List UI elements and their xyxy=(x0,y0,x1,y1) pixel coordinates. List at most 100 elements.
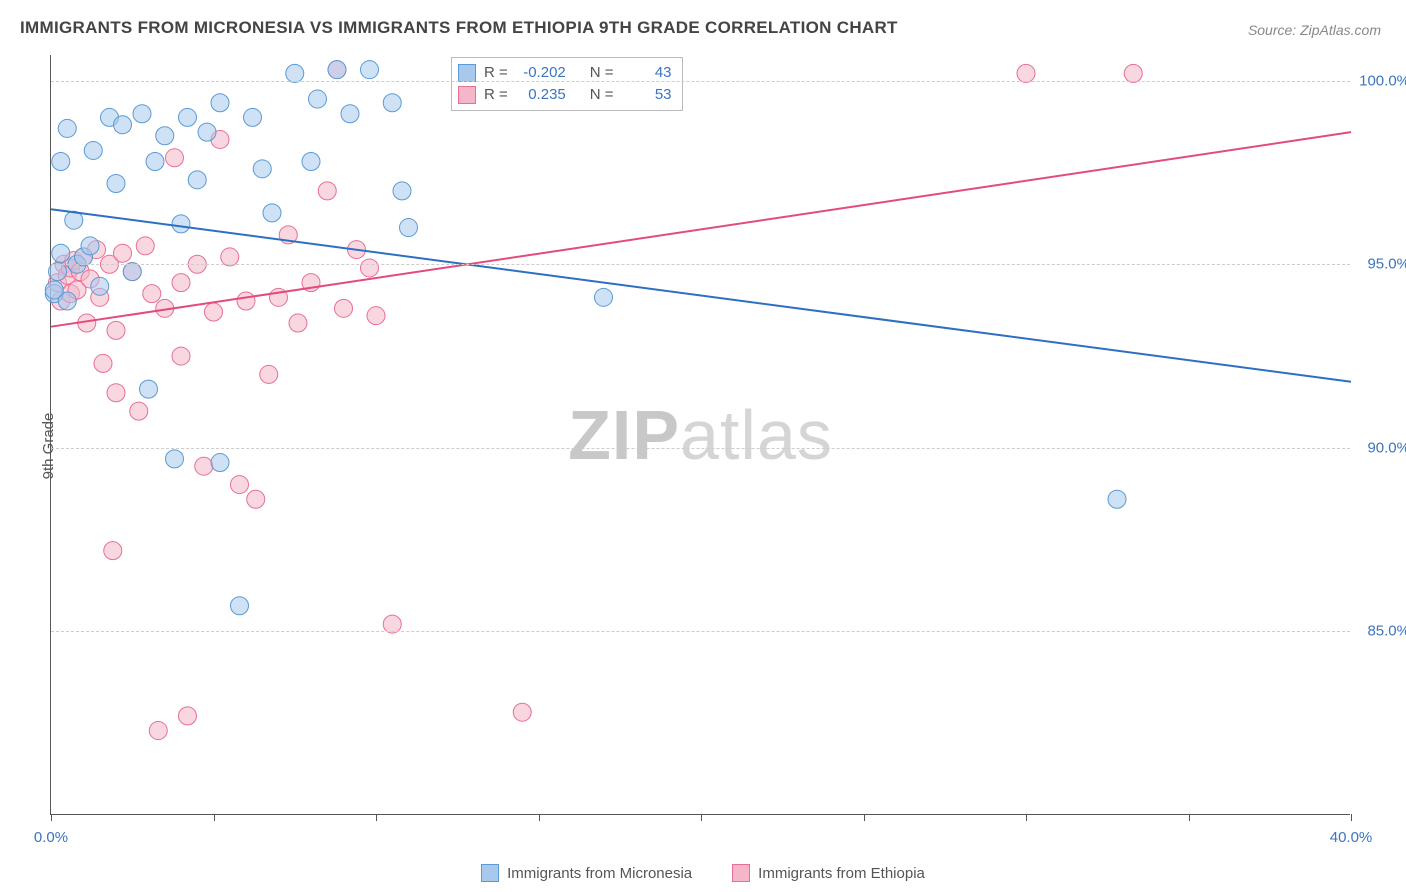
swatch-ethiopia-icon xyxy=(732,864,750,882)
swatch-micronesia xyxy=(458,64,476,82)
data-point-micronesia xyxy=(400,219,418,237)
x-tick xyxy=(539,814,540,821)
x-tick xyxy=(1026,814,1027,821)
data-point-micronesia xyxy=(146,152,164,170)
data-point-micronesia xyxy=(244,108,262,126)
data-point-ethiopia xyxy=(247,490,265,508)
legend-item-micronesia: Immigrants from Micronesia xyxy=(481,864,692,882)
stats-legend-box: R = -0.202 N = 43 R = 0.235 N = 53 xyxy=(451,57,683,111)
x-tick xyxy=(51,814,52,821)
data-point-ethiopia xyxy=(195,457,213,475)
gridline xyxy=(51,81,1350,82)
swatch-micronesia-icon xyxy=(481,864,499,882)
y-tick-label: 95.0% xyxy=(1355,256,1406,273)
data-point-micronesia xyxy=(49,263,67,281)
data-point-ethiopia xyxy=(361,259,379,277)
chart-title: IMMIGRANTS FROM MICRONESIA VS IMMIGRANTS… xyxy=(20,18,898,38)
data-point-micronesia xyxy=(361,61,379,79)
data-point-micronesia xyxy=(188,171,206,189)
x-tick-label: 40.0% xyxy=(1330,829,1373,846)
data-point-ethiopia xyxy=(107,321,125,339)
data-point-micronesia xyxy=(166,450,184,468)
gridline xyxy=(51,264,1350,265)
data-point-micronesia xyxy=(263,204,281,222)
gridline xyxy=(51,631,1350,632)
x-tick xyxy=(1189,814,1190,821)
data-point-micronesia xyxy=(123,263,141,281)
scatter-plot-svg xyxy=(51,55,1350,814)
data-point-micronesia xyxy=(58,119,76,137)
r-label: R = xyxy=(484,84,508,106)
data-point-ethiopia xyxy=(130,402,148,420)
legend-label-micronesia: Immigrants from Micronesia xyxy=(507,865,692,882)
data-point-micronesia xyxy=(198,123,216,141)
data-point-micronesia xyxy=(1108,490,1126,508)
data-point-micronesia xyxy=(286,64,304,82)
bottom-legend: Immigrants from Micronesia Immigrants fr… xyxy=(0,864,1406,882)
data-point-ethiopia xyxy=(237,292,255,310)
data-point-micronesia xyxy=(383,94,401,112)
swatch-ethiopia xyxy=(458,86,476,104)
data-point-micronesia xyxy=(179,108,197,126)
n-value-ethiopia: 53 xyxy=(622,84,672,106)
data-point-ethiopia xyxy=(172,347,190,365)
regression-line-ethiopia xyxy=(51,132,1351,327)
data-point-micronesia xyxy=(211,94,229,112)
data-point-ethiopia xyxy=(94,354,112,372)
data-point-micronesia xyxy=(133,105,151,123)
data-point-ethiopia xyxy=(172,274,190,292)
data-point-ethiopia xyxy=(179,707,197,725)
data-point-micronesia xyxy=(140,380,158,398)
data-point-ethiopia xyxy=(513,703,531,721)
data-point-micronesia xyxy=(328,61,346,79)
y-tick-label: 85.0% xyxy=(1355,623,1406,640)
x-tick xyxy=(1351,814,1352,821)
data-point-ethiopia xyxy=(383,615,401,633)
data-point-micronesia xyxy=(107,175,125,193)
data-point-micronesia xyxy=(211,454,229,472)
data-point-micronesia xyxy=(231,597,249,615)
stats-row-ethiopia: R = 0.235 N = 53 xyxy=(458,84,672,106)
data-point-ethiopia xyxy=(205,303,223,321)
data-point-micronesia xyxy=(393,182,411,200)
x-tick xyxy=(701,814,702,821)
data-point-micronesia xyxy=(84,141,102,159)
r-value-ethiopia: 0.235 xyxy=(516,84,566,106)
data-point-ethiopia xyxy=(149,722,167,740)
data-point-ethiopia xyxy=(289,314,307,332)
legend-item-ethiopia: Immigrants from Ethiopia xyxy=(732,864,925,882)
data-point-micronesia xyxy=(114,116,132,134)
data-point-micronesia xyxy=(52,244,70,262)
data-point-ethiopia xyxy=(318,182,336,200)
y-tick-label: 100.0% xyxy=(1355,72,1406,89)
plot-area: ZIPatlas R = -0.202 N = 43 R = 0.235 N =… xyxy=(50,55,1350,815)
data-point-ethiopia xyxy=(1017,64,1035,82)
data-point-micronesia xyxy=(52,152,70,170)
x-tick-label: 0.0% xyxy=(34,829,68,846)
data-point-ethiopia xyxy=(143,285,161,303)
data-point-micronesia xyxy=(172,215,190,233)
x-tick xyxy=(864,814,865,821)
data-point-ethiopia xyxy=(104,542,122,560)
data-point-micronesia xyxy=(302,152,320,170)
legend-label-ethiopia: Immigrants from Ethiopia xyxy=(758,865,925,882)
data-point-micronesia xyxy=(595,288,613,306)
data-point-ethiopia xyxy=(221,248,239,266)
source-label: Source: ZipAtlas.com xyxy=(1248,22,1381,38)
data-point-micronesia xyxy=(91,277,109,295)
data-point-micronesia xyxy=(253,160,271,178)
data-point-ethiopia xyxy=(114,244,132,262)
data-point-micronesia xyxy=(341,105,359,123)
data-point-micronesia xyxy=(156,127,174,145)
data-point-ethiopia xyxy=(107,384,125,402)
data-point-ethiopia xyxy=(260,365,278,383)
y-tick-label: 90.0% xyxy=(1355,439,1406,456)
data-point-ethiopia xyxy=(136,237,154,255)
gridline xyxy=(51,448,1350,449)
data-point-ethiopia xyxy=(1124,64,1142,82)
data-point-ethiopia xyxy=(166,149,184,167)
x-tick xyxy=(376,814,377,821)
data-point-ethiopia xyxy=(367,307,385,325)
data-point-micronesia xyxy=(309,90,327,108)
data-point-ethiopia xyxy=(231,476,249,494)
